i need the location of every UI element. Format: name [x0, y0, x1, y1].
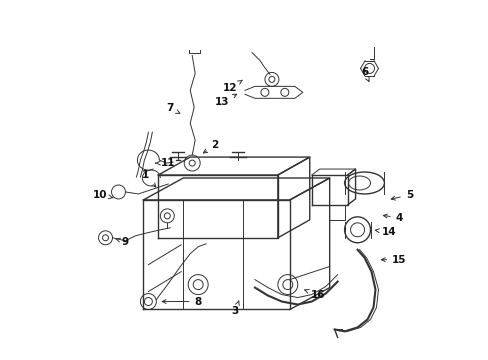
- Text: 8: 8: [162, 297, 202, 306]
- Text: 4: 4: [383, 213, 402, 223]
- Text: 9: 9: [116, 237, 129, 247]
- Text: 3: 3: [231, 301, 239, 316]
- Text: 14: 14: [375, 227, 396, 237]
- Text: 7: 7: [166, 103, 180, 113]
- Text: 6: 6: [360, 67, 368, 81]
- Text: 12: 12: [223, 80, 242, 93]
- Text: 15: 15: [381, 255, 406, 265]
- Text: 16: 16: [304, 289, 325, 300]
- Text: 2: 2: [203, 140, 218, 153]
- Text: 1: 1: [142, 170, 156, 187]
- Text: 5: 5: [390, 190, 412, 200]
- Text: 10: 10: [93, 190, 113, 200]
- Text: 11: 11: [155, 158, 175, 168]
- Text: 13: 13: [214, 94, 236, 107]
